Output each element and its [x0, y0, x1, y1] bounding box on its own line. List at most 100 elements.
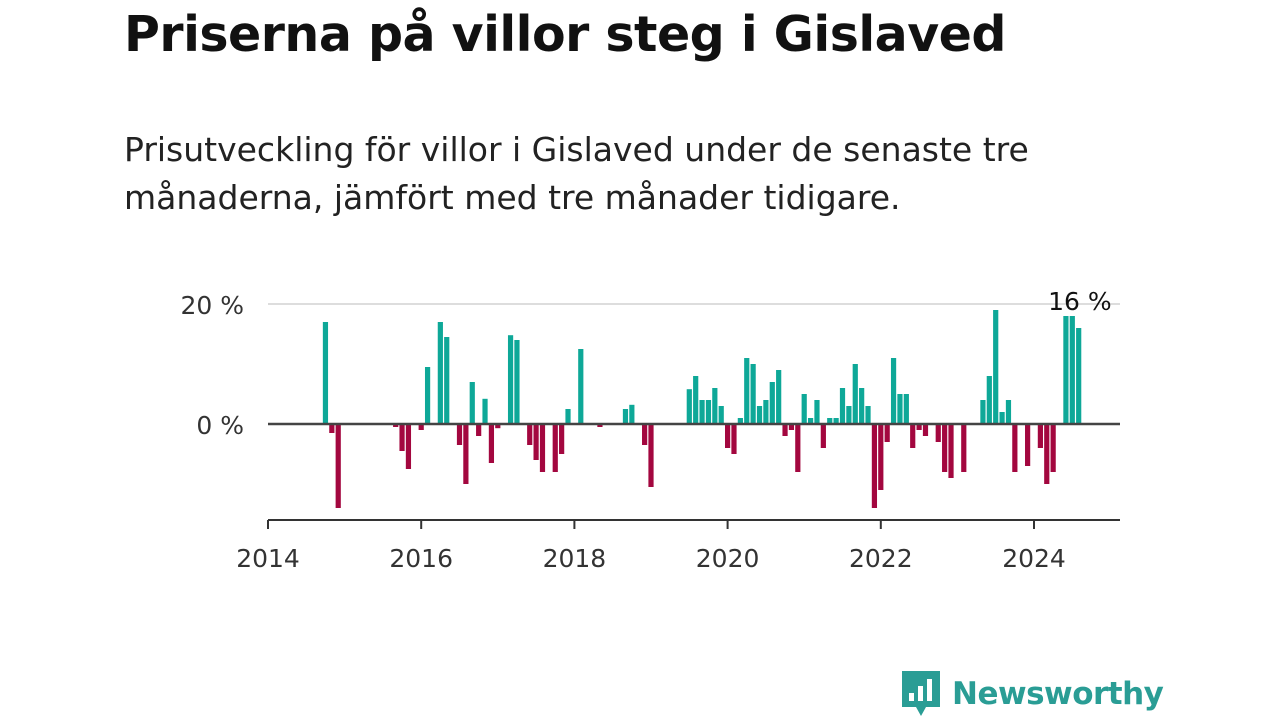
bar — [1005, 400, 1012, 424]
bar — [795, 424, 801, 472]
bar — [1044, 424, 1050, 484]
bar — [910, 424, 916, 448]
bar — [495, 424, 501, 429]
y-tick-label: 20 % — [180, 291, 244, 320]
bar — [642, 424, 648, 445]
bar — [539, 424, 546, 472]
bar — [1037, 424, 1043, 448]
bar — [827, 418, 833, 424]
bar — [686, 389, 692, 424]
bar — [859, 388, 865, 424]
bar — [776, 370, 782, 424]
bar — [871, 424, 878, 508]
bar — [482, 398, 488, 424]
newsworthy-logo-icon — [902, 671, 940, 716]
bar — [629, 404, 635, 424]
bar — [565, 409, 571, 424]
bar — [986, 376, 992, 424]
bar — [903, 394, 909, 424]
bar — [488, 424, 495, 463]
bar — [597, 424, 603, 427]
bar — [731, 424, 737, 454]
bar — [1050, 424, 1056, 472]
bar — [948, 424, 954, 478]
bar — [737, 418, 743, 424]
bar — [322, 322, 329, 424]
bar — [763, 400, 769, 424]
bar — [942, 424, 948, 472]
bar — [865, 406, 871, 424]
bar — [807, 418, 814, 424]
bar — [916, 424, 922, 430]
bar — [814, 400, 820, 424]
x-tick-label: 2020 — [696, 544, 760, 573]
bar — [405, 424, 412, 469]
x-tick-label: 2022 — [849, 544, 913, 573]
bar — [820, 424, 826, 448]
bar — [469, 382, 475, 424]
brand: Newsworthy — [900, 668, 1164, 720]
bar — [393, 424, 399, 427]
x-tick-label: 2014 — [236, 544, 300, 573]
bar — [961, 424, 967, 472]
bar — [1069, 316, 1075, 424]
bar — [769, 382, 775, 424]
bar — [1076, 328, 1082, 424]
bar — [705, 400, 712, 424]
labels: 0 % 20 % 2014 2016 2018 2020 2022 2024 16 % — [180, 287, 1111, 573]
axes — [267, 422, 1120, 529]
bar — [993, 310, 999, 424]
brand-name: Newsworthy — [952, 676, 1164, 712]
bar — [463, 424, 469, 484]
bar — [846, 406, 852, 424]
bar — [335, 424, 341, 508]
x-tick-label: 2018 — [543, 544, 607, 573]
bar — [1063, 316, 1069, 424]
bar — [648, 424, 654, 487]
bar — [418, 424, 424, 430]
bar — [444, 337, 450, 424]
bar — [788, 424, 795, 430]
bar — [884, 424, 890, 442]
bar — [744, 358, 750, 424]
bar — [922, 424, 929, 436]
bar — [424, 367, 431, 424]
bar — [750, 364, 756, 424]
bar — [935, 424, 941, 442]
bar-chart: 0 % 20 % 2014 2016 2018 2020 2022 2024 16 % — [180, 287, 1120, 573]
bar — [890, 358, 897, 424]
bar — [725, 424, 731, 448]
bar — [712, 388, 718, 424]
bar — [476, 424, 482, 436]
bar — [801, 394, 807, 424]
bar — [833, 418, 839, 424]
bar — [514, 340, 520, 424]
bars — [322, 310, 1082, 508]
bar — [852, 364, 858, 424]
bar — [782, 424, 788, 436]
bar — [533, 424, 539, 460]
bar — [622, 409, 629, 424]
bar — [1012, 424, 1018, 472]
x-tick-label: 2016 — [389, 544, 453, 573]
bar — [999, 412, 1005, 424]
bar — [756, 406, 763, 424]
bar — [693, 376, 699, 424]
bar — [507, 335, 514, 424]
bar — [578, 349, 584, 424]
x-tick-label: 2024 — [1002, 544, 1066, 573]
bar — [699, 400, 705, 424]
bar — [552, 424, 558, 472]
last-value-label: 16 % — [1048, 287, 1112, 316]
page-subtitle: Prisutveckling för villor i Gislaved und… — [124, 130, 1029, 217]
bar — [718, 406, 724, 424]
y-tick-label: 0 % — [196, 411, 244, 440]
bar — [878, 424, 884, 490]
bar — [437, 322, 443, 424]
bar — [839, 388, 846, 424]
page-title: Priserna på villor steg i Gislaved — [124, 6, 1006, 63]
bar — [1025, 424, 1031, 466]
bar — [399, 424, 405, 451]
bar — [980, 400, 986, 424]
bar — [559, 424, 565, 454]
